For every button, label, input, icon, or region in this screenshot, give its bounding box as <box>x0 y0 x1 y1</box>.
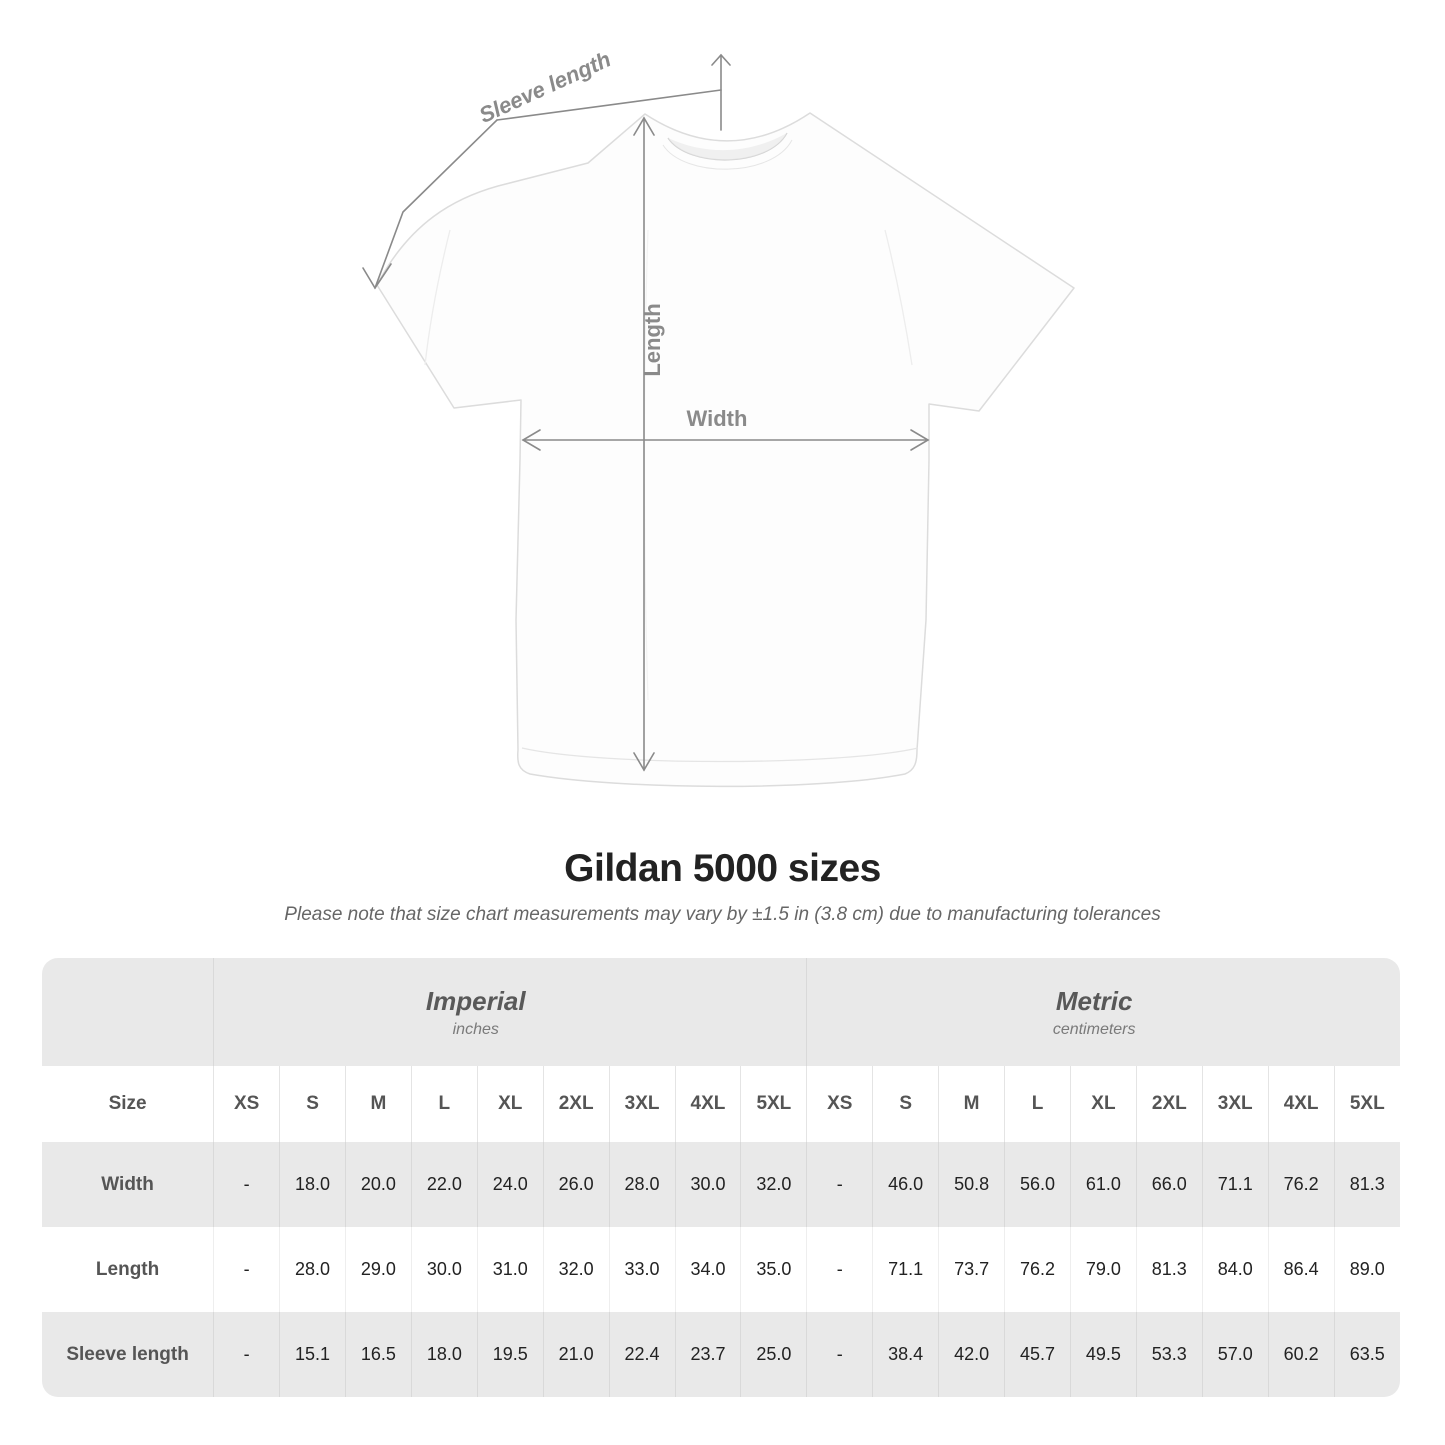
svg-text:Sleeve length: Sleeve length <box>475 46 614 128</box>
svg-text:Length: Length <box>640 303 665 376</box>
svg-text:Width: Width <box>687 406 748 431</box>
